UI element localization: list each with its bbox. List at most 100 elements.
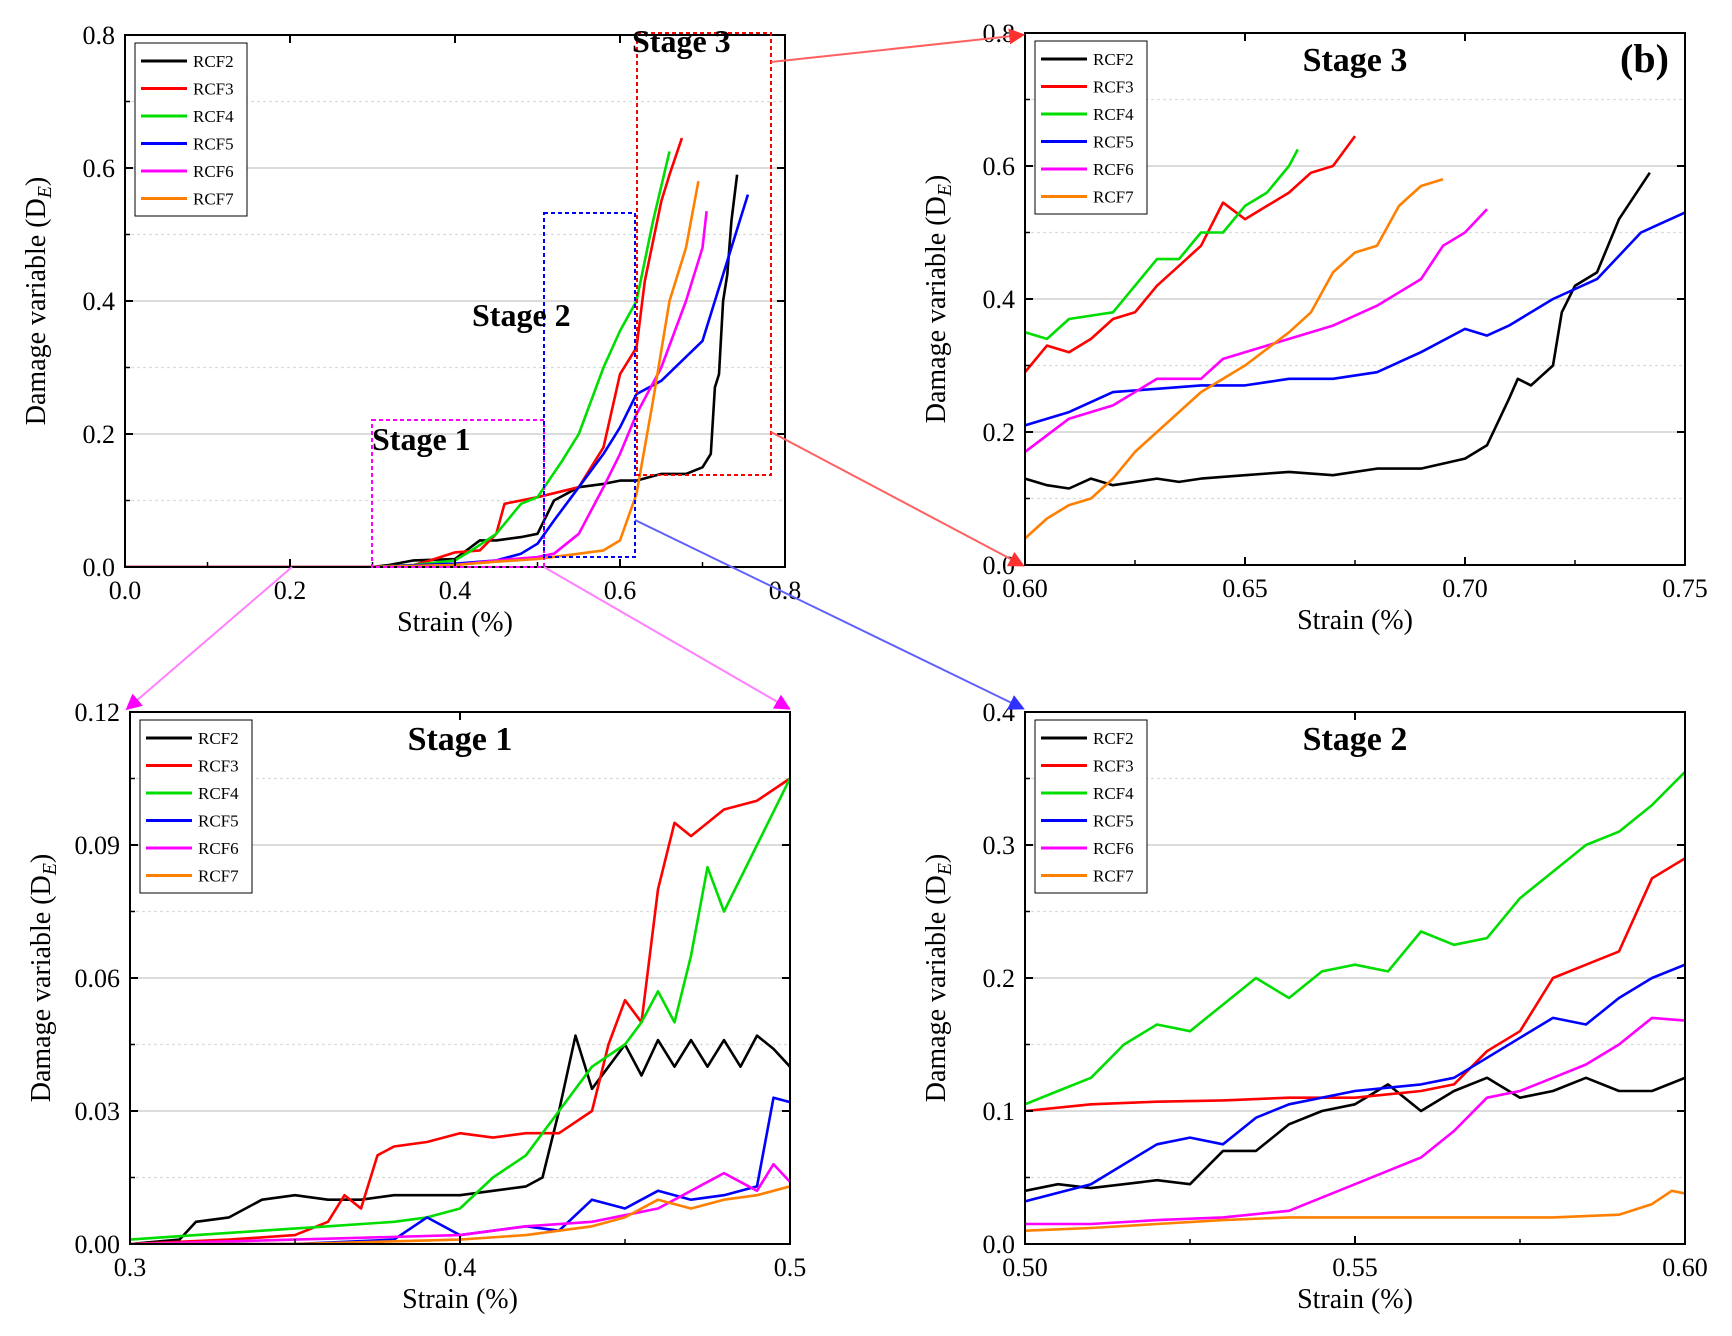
- series-line-rcf2: [130, 1034, 790, 1244]
- chart-panel-stage1: 0.00 0.03 0.06 0.09 0.12 0.3 0.4 0.5 Strain (%) D…: [26, 698, 806, 1315]
- series-group: [125, 137, 750, 567]
- y-tick-label: 0.09: [75, 831, 121, 860]
- legend-label-rcf5: RCF5: [193, 135, 234, 154]
- stage1-connector-right: [543, 566, 791, 710]
- series-line-rcf5: [1025, 211, 1685, 427]
- y-tick-label: 0.1: [983, 1097, 1016, 1126]
- x-tick-label: 0.55: [1332, 1253, 1378, 1282]
- y-axis-label: Damage variable (DE): [921, 854, 956, 1103]
- legend-label-rcf6: RCF6: [198, 839, 239, 858]
- legend-label-rcf7: RCF7: [1093, 867, 1134, 886]
- y-tick-label: 0.03: [75, 1097, 121, 1126]
- y-tick-label: 0.12: [75, 698, 121, 727]
- y-tick-label: 0.8: [983, 19, 1016, 48]
- series-line-rcf5: [130, 1096, 790, 1244]
- legend-label-rcf5: RCF5: [1093, 133, 1134, 152]
- x-tick-label: 0.70: [1442, 574, 1488, 603]
- y-axis-label: Damage variable (DE): [921, 175, 956, 424]
- x-tick-label: 0.3: [114, 1253, 147, 1282]
- series-line-rcf3: [1025, 135, 1357, 374]
- x-tick-label: 0.2: [274, 576, 307, 605]
- legend-label-rcf6: RCF6: [1093, 839, 1134, 858]
- chart-title: Stage 3: [1303, 42, 1408, 79]
- x-tick-label: 0.0: [109, 576, 142, 605]
- chart-panel-overview: 0.0 0.2 0.4 0.6 0.8 0.0 0.2 0.4 0.6 0.8 Strain (%)…: [21, 21, 801, 638]
- stage2-connector: [634, 519, 1025, 710]
- series-line-rcf6: [1025, 1016, 1685, 1226]
- y-tick-label: 0.0: [983, 1230, 1016, 1259]
- legend-label-rcf7: RCF7: [1093, 188, 1134, 207]
- series-line-rcf6: [130, 1162, 790, 1244]
- y-axis-label: Damage variable (DE): [21, 177, 56, 426]
- stage3-zoom-box: [636, 32, 772, 476]
- y-tick-label: 0.4: [83, 287, 116, 316]
- legend-label-rcf4: RCF4: [198, 784, 239, 803]
- y-tick-label: 0.2: [983, 418, 1016, 447]
- legend-label-rcf3: RCF3: [1093, 78, 1134, 97]
- series-line-rcf7: [1025, 1189, 1685, 1232]
- series-group: [130, 777, 790, 1244]
- series-line-rcf4: [1025, 148, 1299, 341]
- x-tick-label: 0.4: [439, 576, 472, 605]
- y-tick-label: 0.0: [83, 553, 116, 582]
- panel-tag-b: (b): [1620, 36, 1669, 81]
- series-line-rcf7: [125, 181, 700, 567]
- x-axis-label: Strain (%): [1297, 605, 1413, 636]
- series-line-rcf2: [1025, 1076, 1685, 1193]
- legend-label-rcf3: RCF3: [1093, 757, 1134, 776]
- y-tick-label: 0.2: [83, 420, 116, 449]
- stage2-zoom-box: [543, 212, 636, 558]
- y-tick-label: 0.06: [75, 964, 121, 993]
- series-line-rcf4: [125, 151, 671, 567]
- legend-box: [139, 719, 253, 894]
- y-tick-label: 0.2: [983, 964, 1016, 993]
- y-axis-label: Damage variable (DE): [26, 854, 61, 1103]
- x-tick-label: 0.75: [1662, 574, 1708, 603]
- x-tick-label: 0.8: [769, 576, 802, 605]
- series-line-rcf2: [125, 174, 739, 567]
- legend-box: [1034, 40, 1148, 215]
- series-line-rcf6: [125, 211, 708, 567]
- legend-label-rcf7: RCF7: [193, 190, 234, 209]
- legend-label-rcf7: RCF7: [198, 867, 239, 886]
- legend-label-rcf2: RCF2: [198, 729, 239, 748]
- y-tick-label: 0.00: [75, 1230, 121, 1259]
- y-tick-label: 0.6: [83, 154, 116, 183]
- legend-label-rcf5: RCF5: [1093, 812, 1134, 831]
- series-line-rcf3: [130, 777, 790, 1244]
- series-line-rcf2: [1025, 171, 1651, 490]
- x-tick-label: 0.60: [1002, 574, 1048, 603]
- series-line-rcf4: [130, 777, 790, 1241]
- legend-label-rcf4: RCF4: [1093, 784, 1134, 803]
- x-tick-label: 0.5: [774, 1253, 807, 1282]
- series-group: [1025, 770, 1685, 1232]
- series-line-rcf7: [130, 1185, 790, 1244]
- legend-label-rcf2: RCF2: [193, 52, 234, 71]
- legend-label-rcf2: RCF2: [1093, 50, 1134, 69]
- legend-label-rcf4: RCF4: [1093, 105, 1134, 124]
- legend-label-rcf6: RCF6: [193, 162, 234, 181]
- legend-box: [1034, 719, 1148, 894]
- y-tick-label: 0.6: [983, 152, 1016, 181]
- legend-label-rcf5: RCF5: [198, 812, 239, 831]
- series-line-rcf5: [1025, 963, 1685, 1203]
- x-axis-label: Strain (%): [402, 1284, 518, 1315]
- x-tick-label: 0.4: [444, 1253, 477, 1282]
- chart-title: Stage 1: [408, 721, 513, 758]
- x-tick-label: 0.6: [604, 576, 637, 605]
- legend-label-rcf4: RCF4: [193, 107, 234, 126]
- legend-label-rcf2: RCF2: [1093, 729, 1134, 748]
- stage3-connector-bottom: [770, 431, 1025, 567]
- stage-2-label: Stage 2: [472, 297, 571, 333]
- chart-title: Stage 2: [1303, 721, 1408, 758]
- stage1-connector-left: [125, 566, 293, 711]
- x-tick-label: 0.50: [1002, 1253, 1048, 1282]
- x-tick-label: 0.60: [1662, 1253, 1708, 1282]
- legend-label-rcf3: RCF3: [193, 80, 234, 99]
- stage3-connector-top: [770, 28, 1026, 63]
- y-tick-label: 0.8: [83, 21, 116, 50]
- series-line-rcf6: [1025, 208, 1488, 453]
- series-group: [1025, 135, 1685, 540]
